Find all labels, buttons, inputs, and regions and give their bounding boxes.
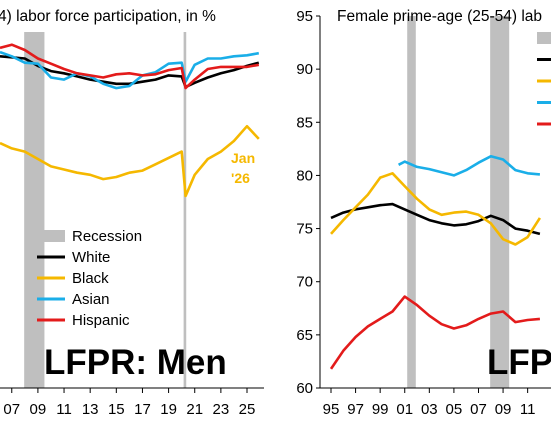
right-x-tick-label-05: 05: [446, 401, 463, 418]
right-series-line-4: [329, 295, 541, 370]
right-y-tick-label-75: 75: [296, 221, 313, 238]
right-x-tick-label-99: 99: [372, 401, 389, 418]
right-big-label: LFPR: [487, 343, 551, 382]
right-recession-shading: [407, 16, 510, 388]
right-legend-key-1: [537, 32, 551, 44]
right-y-tick-label-85: 85: [296, 114, 313, 131]
right-x-tick-label-95: 95: [323, 401, 340, 418]
right-series-line-3: [397, 155, 541, 177]
left-legend-label-asian: Asian: [72, 291, 110, 308]
left-x-tick-label-25: 25: [239, 401, 256, 418]
right-legend-keys: [537, 32, 551, 126]
left-x-tick-label-15: 15: [108, 401, 125, 418]
left-chart-panel: 07 09 11 13 15 17 19 21 23 25 4) labor force part…: [0, 8, 264, 418]
left-x-tick-label-07: 07: [3, 401, 20, 418]
left-annotation-line2: '26: [231, 170, 250, 186]
left-legend-label-white: White: [72, 249, 110, 266]
left-x-tick-label-11: 11: [56, 401, 72, 418]
right-y-tick-label-80: 80: [296, 167, 313, 184]
left-x-tick-label-13: 13: [82, 401, 99, 418]
left-legend-label-recession: Recession: [72, 228, 142, 245]
right-y-ticks: 95 90 85 80 75 70 65 60: [296, 8, 320, 397]
left-legend-key-recession: [37, 230, 65, 242]
right-y-tick-label-60: 60: [296, 380, 313, 397]
right-series-line-1: [330, 202, 541, 236]
right-x-tick-label-97: 97: [347, 401, 364, 418]
left-series-line-hispanic: [0, 43, 260, 90]
left-x-tick-label-09: 09: [30, 401, 47, 418]
right-x-tick-label-03: 03: [421, 401, 438, 418]
right-recession-band-2: [490, 16, 510, 388]
left-annotation-line1: Jan: [231, 150, 255, 166]
left-series-lines: [0, 43, 260, 198]
right-x-tick-label-07: 07: [470, 401, 487, 418]
right-y-tick-label-90: 90: [296, 61, 313, 78]
right-x-ticks: 95 97 99 01 03 05 07 09 11: [323, 388, 536, 418]
left-series-line-asian: [0, 50, 260, 90]
left-recession-band-2: [183, 32, 187, 388]
left-big-label: LFPR: Men: [44, 343, 227, 382]
left-series-line-black: [0, 124, 260, 198]
left-series-line-white: [0, 55, 260, 89]
left-x-tick-label-23: 23: [213, 401, 230, 418]
left-legend: Recession White Black Asian Hispanic: [37, 228, 142, 329]
right-series-lines: [329, 155, 541, 370]
left-x-tick-label-17: 17: [134, 401, 151, 418]
left-legend-label-black: Black: [72, 270, 109, 287]
left-x-ticks: 07 09 11 13 15 17 19 21 23 25: [3, 388, 255, 418]
right-y-tick-label-95: 95: [296, 8, 313, 25]
right-y-tick-label-65: 65: [296, 327, 313, 344]
right-y-tick-label-70: 70: [296, 274, 313, 291]
left-legend-label-hispanic: Hispanic: [72, 312, 130, 329]
left-x-tick-label-21: 21: [186, 401, 203, 418]
right-series-line-2: [330, 172, 541, 246]
right-chart-panel: 95 90 85 80 75 70 65 60 95 97 99 01 03 05 07 09 11 Fema…: [296, 8, 551, 418]
right-x-tick-label-01: 01: [396, 401, 413, 418]
right-x-tick-label-09: 09: [495, 401, 512, 418]
left-chart-title: 4) labor force participation, in %: [0, 8, 216, 25]
right-x-tick-label-11: 11: [520, 401, 536, 418]
left-x-tick-label-19: 19: [160, 401, 177, 418]
right-chart-title: Female prime-age (25-54) lab: [337, 8, 542, 25]
right-recession-band-1: [407, 16, 416, 388]
left-recession-band-1: [24, 32, 45, 388]
